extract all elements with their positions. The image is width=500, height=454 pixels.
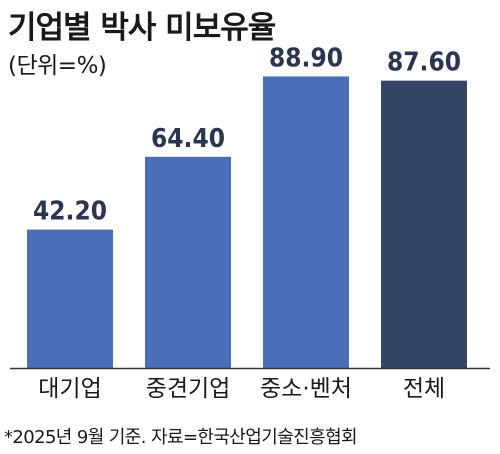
category-label-2: 중소·벤처	[260, 376, 352, 402]
bar-1	[145, 156, 231, 368]
value-label-0: 42.20	[33, 197, 107, 227]
value-label-3: 87.60	[387, 48, 461, 78]
category-label-0: 대기업	[38, 376, 101, 402]
bar-3	[381, 80, 467, 368]
bar-0	[27, 229, 113, 368]
value-label-2: 88.90	[269, 43, 343, 73]
category-label-1: 중견기업	[146, 376, 231, 402]
value-label-1: 64.40	[151, 124, 225, 154]
footnote: *2025년 9월 기준. 자료=한국산업기술진흥협회	[4, 427, 358, 448]
chart-title: 기업별 박사 미보유율	[8, 10, 276, 46]
bar-2	[263, 76, 349, 369]
category-label-3: 전체	[403, 376, 445, 402]
unit-note: (단위=%)	[8, 53, 107, 79]
